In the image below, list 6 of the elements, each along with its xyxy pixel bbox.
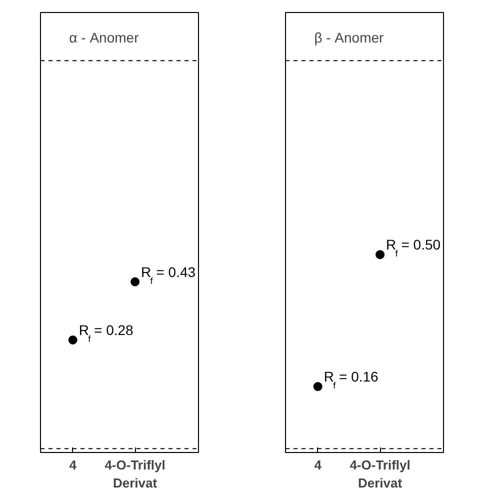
x-tick-label: 4	[69, 458, 78, 472]
x-tick-label: 4-O-Triflyl Derivat	[104, 458, 166, 490]
x-tick-label: 4	[314, 458, 322, 472]
x-tick-label: 4-O-Triflyl Derivat	[350, 458, 410, 490]
text: β - Anomer	[314, 29, 384, 46]
text: α - Anomer	[69, 29, 140, 46]
